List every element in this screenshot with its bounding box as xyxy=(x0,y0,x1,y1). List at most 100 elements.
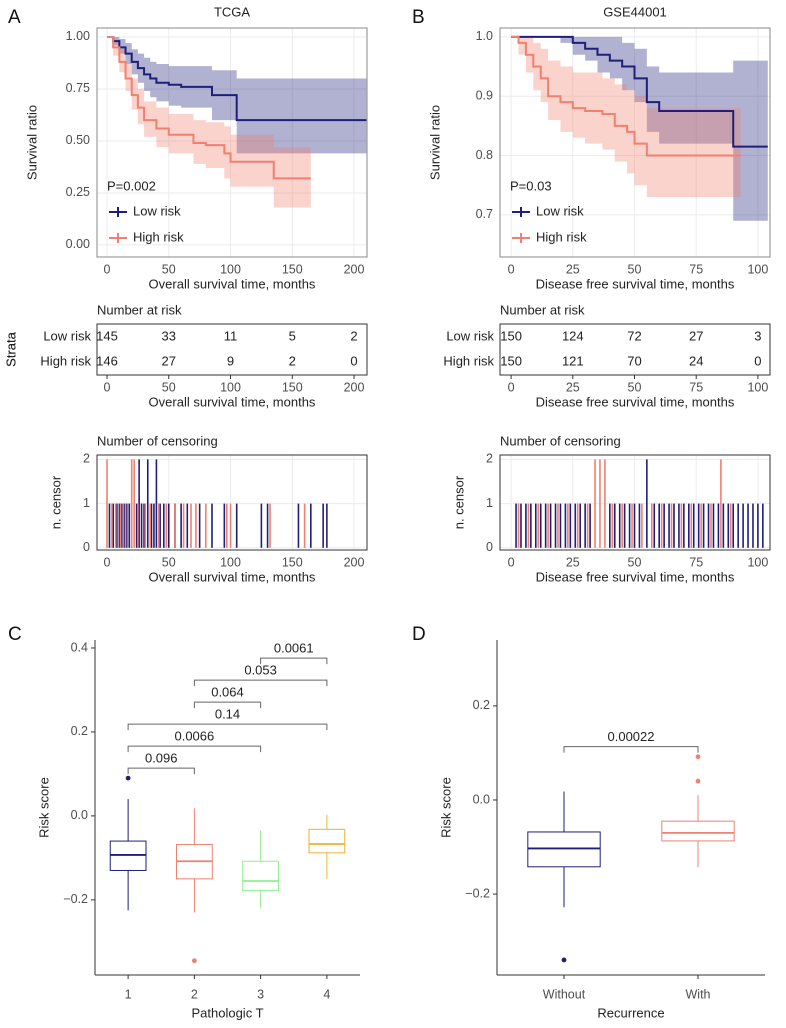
chart-title: Number of censoring xyxy=(500,433,621,448)
legend-label: High risk xyxy=(536,229,587,244)
y-tick-label: 0.2 xyxy=(473,698,490,712)
x-tick-label: 100 xyxy=(220,380,241,394)
p-value: 0.0066 xyxy=(174,729,214,744)
panel-label: D xyxy=(412,624,426,645)
y-tick-label: 2 xyxy=(83,452,90,466)
plot-background xyxy=(97,28,367,257)
y-tick-label: 1 xyxy=(83,496,90,510)
x-tick-label: 150 xyxy=(282,262,303,276)
y-axis-title: Risk score xyxy=(438,777,453,838)
risk-count: 145 xyxy=(96,328,118,343)
y-tick-label: 0.7 xyxy=(476,207,493,221)
x-tick-label: 50 xyxy=(162,380,176,394)
x-tick-label: 0 xyxy=(508,262,515,276)
table-border xyxy=(96,323,368,376)
x-tick-label: 0 xyxy=(104,380,111,394)
x-tick-label: 25 xyxy=(566,380,580,394)
risk-count: 9 xyxy=(227,353,234,368)
x-axis-title: Overall survival time, months xyxy=(149,569,316,584)
x-tick-label: 0 xyxy=(104,262,111,276)
y-axis-title: Survival ratio xyxy=(24,105,39,180)
y-tick-label: 0.9 xyxy=(476,89,493,103)
y-tick-label: 0.4 xyxy=(71,640,88,654)
confidence-band xyxy=(511,36,741,198)
legend-label: High risk xyxy=(133,229,184,244)
p-value: 0.096 xyxy=(145,751,178,766)
risk-count: 146 xyxy=(96,353,118,368)
risk-count: 11 xyxy=(224,328,238,343)
y-axis-title: Survival ratio xyxy=(427,105,442,180)
risk-count: 27 xyxy=(689,328,703,343)
legend-marker xyxy=(113,233,123,243)
risk-count: 124 xyxy=(562,328,584,343)
box xyxy=(308,828,346,854)
x-axis-title: Disease free survival time, months xyxy=(536,569,735,584)
y-tick-label: 0.8 xyxy=(476,148,493,162)
x-tick-label: 100 xyxy=(747,262,768,276)
outlier xyxy=(695,778,701,784)
y-tick-label: 0.0 xyxy=(473,792,490,806)
x-tick-label: 200 xyxy=(344,555,365,569)
p-value: 0.14 xyxy=(215,707,240,722)
y-tick-label: 0.25 xyxy=(66,185,90,199)
risk-count: 121 xyxy=(562,353,584,368)
risk-count: 27 xyxy=(162,353,176,368)
y-tick-label: 1.00 xyxy=(66,29,90,43)
p-value: 0.00022 xyxy=(608,729,655,744)
box xyxy=(661,820,735,842)
box xyxy=(242,860,280,892)
x-tick-label: 0 xyxy=(508,555,515,569)
chart-title: TCGA xyxy=(214,4,250,19)
p-value: 0.053 xyxy=(244,663,277,678)
chart-title: Number of censoring xyxy=(97,433,218,448)
y-tick-label: 1 xyxy=(486,496,493,510)
x-tick-label: 75 xyxy=(689,555,703,569)
risk-count: 70 xyxy=(627,353,641,368)
x-axis-title: Overall survival time, months xyxy=(149,394,316,409)
risk-count: 0 xyxy=(350,353,357,368)
y-tick-label: 0 xyxy=(486,540,493,554)
outlier xyxy=(125,775,131,781)
y-tick-label: 1.0 xyxy=(476,29,493,43)
x-tick-label: 100 xyxy=(220,555,241,569)
confidence-band xyxy=(511,36,768,221)
risk-count: 150 xyxy=(500,353,522,368)
chart-title: GSE44001 xyxy=(603,4,667,19)
comparison-bracket xyxy=(193,679,328,687)
y-tick-label: 0.00 xyxy=(66,237,90,251)
y-tick-label: −0.2 xyxy=(465,886,490,900)
x-tick-label: 150 xyxy=(282,380,303,394)
x-tick-label: 50 xyxy=(162,262,176,276)
y-tick-label: −0.2 xyxy=(63,892,88,906)
x-tick-label: 50 xyxy=(628,262,642,276)
survival-curve xyxy=(511,35,768,148)
legend-label: Low risk xyxy=(536,203,584,218)
x-axis-title: Recurrence xyxy=(597,1005,664,1020)
x-axis-title: Disease free survival time, months xyxy=(536,394,735,409)
comparison-bracket xyxy=(260,657,328,665)
comparison-bracket xyxy=(127,745,262,753)
survival-curve xyxy=(511,35,741,157)
panel-label: B xyxy=(412,7,425,28)
x-axis-title: Overall survival time, months xyxy=(149,276,316,291)
comparison-bracket xyxy=(127,723,328,731)
x-tick-label: 100 xyxy=(747,380,768,394)
plot-border xyxy=(96,27,368,258)
strata-label: High risk xyxy=(443,353,494,368)
x-tick-label: 0 xyxy=(104,555,111,569)
x-tick-label: With xyxy=(686,987,711,1001)
y-tick-label: 0.75 xyxy=(66,81,90,95)
x-tick-label: 150 xyxy=(282,555,303,569)
x-axis-title: Pathologic T xyxy=(191,1005,263,1020)
x-tick-label: 4 xyxy=(323,987,330,1001)
panel-label: C xyxy=(8,624,22,645)
x-tick-label: 100 xyxy=(220,262,241,276)
y-axis-title: n. censor xyxy=(48,475,63,529)
x-tick-label: 50 xyxy=(162,555,176,569)
x-tick-label: 100 xyxy=(747,555,768,569)
x-tick-label: Without xyxy=(543,987,586,1001)
p-value: 0.064 xyxy=(211,685,244,700)
y-tick-label: 0.50 xyxy=(66,133,90,147)
y-tick-label: 0.0 xyxy=(71,808,88,822)
